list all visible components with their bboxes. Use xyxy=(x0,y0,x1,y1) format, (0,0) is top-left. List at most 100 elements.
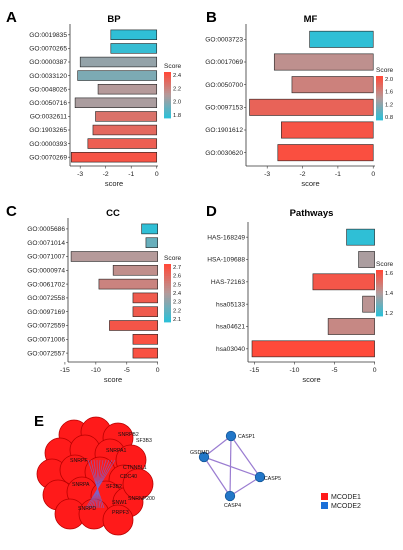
panel-d-legend-gradient xyxy=(376,293,383,296)
panel-d-ytick-label: hsa04621 xyxy=(216,324,245,331)
panel-c-ytick-label: GO:0097169 xyxy=(27,309,65,316)
panel-c-legend-gradient xyxy=(164,264,171,267)
panel-b-legend-gradient xyxy=(376,79,383,82)
panel-d-legend-gradient xyxy=(376,296,383,300)
panel-a-chart: A BP GO:0019835 GO:0070265 GO:0000387 GO:0033… xyxy=(6,9,182,188)
panel-a-legend-gradient xyxy=(164,79,171,82)
mcode2-node-label: CASP5 xyxy=(264,476,281,482)
panel-c-legend-gradient xyxy=(164,280,171,284)
panel-b-legend-tick: 2.0 xyxy=(385,77,393,83)
panel-a-legend-gradient xyxy=(164,81,171,84)
panel-b-chart: B MF GO:0003723 GO:0017069 GO:0050700 GO:0097… xyxy=(205,9,393,188)
network-legend-swatch xyxy=(321,502,328,509)
panel-b: B MF GO:0003723 GO:0017069 GO:0050700 GO:0097… xyxy=(202,0,403,200)
mcode1-node-label: SNRPA1 xyxy=(106,448,126,454)
mcode1-node-label: SNRPD xyxy=(78,506,96,512)
panel-c-legend-tick: 2.6 xyxy=(173,274,181,280)
panel-a-ytick-label: GO:0033120 xyxy=(29,73,67,80)
panel-d-legend-gradient xyxy=(376,287,383,290)
panel-d-legend-gradient xyxy=(376,271,383,275)
panel-c-legend-tick: 2.1 xyxy=(173,317,181,323)
mcode2-edge xyxy=(203,435,232,458)
panel-c-bar xyxy=(145,237,158,248)
panel-b-legend-gradient xyxy=(376,107,383,110)
panel-c-letter: C xyxy=(6,203,17,220)
mcode1-node-label: CTNNBL1 xyxy=(123,465,147,471)
panel-b-bar xyxy=(281,121,374,139)
panel-a-ytick-label: GO:0019835 xyxy=(29,32,67,39)
panel-c-legend-gradient xyxy=(164,295,171,299)
mcode1-edge xyxy=(93,459,101,509)
panel-d-legend-gradient xyxy=(376,279,383,282)
panel-c-legend-gradient xyxy=(164,302,171,306)
panel-c-legend-gradient xyxy=(164,285,171,289)
panel-d-legend-gradient xyxy=(376,291,383,294)
panel-a-legend-tick: 2.0 xyxy=(173,100,181,106)
panel-c-legend-tick: 2.4 xyxy=(173,291,182,297)
mcode1-edge xyxy=(89,459,110,509)
panel-d-legend-gradient xyxy=(376,310,383,313)
panel-b-legend-gradient xyxy=(376,116,383,119)
mcode1-edge xyxy=(87,459,105,509)
panel-c-legend-gradient xyxy=(164,293,171,296)
panel-a-legend-gradient xyxy=(164,114,171,117)
panel-d-chart: D Pathways HAS-168249 HSA-109688 HAS-72163 hs… xyxy=(206,203,394,384)
panel-c-ytick-label: GO:0072558 xyxy=(27,295,65,302)
panel-c-bar xyxy=(98,278,158,290)
panel-d-legend-tick: 1.4 xyxy=(385,291,394,297)
panel-a-ytick-label: GO:0000387 xyxy=(29,59,67,66)
panel-c-legend-gradient xyxy=(164,290,171,294)
panel-a-xtick-label: -3 xyxy=(77,171,83,178)
panel-d-legend-gradient xyxy=(376,312,383,315)
panel-b-bar xyxy=(249,98,374,116)
panel-c-legend-title: Score xyxy=(164,255,182,262)
panel-a-bar xyxy=(95,111,158,122)
panel-b-legend-gradient xyxy=(376,76,383,79)
panel-a-xtick-label: -2 xyxy=(103,171,109,178)
panel-b-legend-gradient xyxy=(376,90,383,93)
panel-a-xtick-label: 0 xyxy=(155,171,159,178)
panel-c-bar xyxy=(132,347,158,359)
mcode1-node xyxy=(102,504,134,536)
panel-b-ytick-label: GO:0050700 xyxy=(205,82,243,89)
panel-c-xtick-label: -5 xyxy=(124,367,130,374)
panel-c-legend-gradient xyxy=(164,283,171,287)
panel-d-ytick-label: HSA-109688 xyxy=(207,257,245,264)
panel-d: D Pathways HAS-168249 HSA-109688 HAS-72163 hs… xyxy=(202,200,403,400)
panel-d-legend-tick: 1.6 xyxy=(385,271,393,277)
panel-c-bar xyxy=(132,334,158,345)
mcode1-cluster xyxy=(36,416,154,536)
panel-c-ytick-label: GO:0072557 xyxy=(27,350,65,357)
panel-b-legend-gradient xyxy=(376,101,383,104)
panel-b-ytick-label: GO:1901612 xyxy=(205,127,243,134)
panel-a-xtick-label: -1 xyxy=(128,171,134,178)
panel-c-bar xyxy=(132,306,158,317)
panel-a-bar xyxy=(92,124,158,136)
panel-d-xtick-label: -5 xyxy=(332,367,338,374)
panel-d-bar xyxy=(312,273,375,291)
panel-a-legend-gradient xyxy=(164,77,171,81)
panel-b-ytick-label: GO:0097153 xyxy=(205,105,243,112)
mcode1-edge xyxy=(93,459,104,509)
panel-a-ytick-label: GO:0070265 xyxy=(29,46,67,53)
panel-c: C CC GO:0005686 GO:0071014 GO:0071007 GO:0000… xyxy=(0,200,202,400)
panel-a-legend-gradient xyxy=(164,108,171,111)
panel-b-legend-gradient xyxy=(376,85,383,88)
panel-b-bar xyxy=(273,53,374,71)
panel-a-letter: A xyxy=(6,9,17,26)
panel-c-xtick-label: 0 xyxy=(156,367,160,374)
panel-a-ytick-label: GO:0070269 xyxy=(29,154,67,161)
panel-a-ytick-label: GO:0032611 xyxy=(30,114,68,121)
panel-d-title: Pathways xyxy=(290,208,334,219)
panel-a-legend-gradient xyxy=(164,106,171,109)
panel-b-legend-gradient xyxy=(376,81,383,84)
panel-d-bar xyxy=(362,295,375,313)
mcode1-edge xyxy=(90,459,103,509)
panel-a-xlabel: score xyxy=(105,179,123,188)
panel-b-ytick-label: GO:0003723 xyxy=(205,37,243,44)
panel-c-legend-gradient xyxy=(164,278,171,282)
panel-a-legend-gradient xyxy=(164,116,171,119)
panel-b-bar xyxy=(309,30,374,48)
panel-a-legend-gradient xyxy=(164,112,171,115)
panel-d-legend-gradient xyxy=(376,283,383,286)
